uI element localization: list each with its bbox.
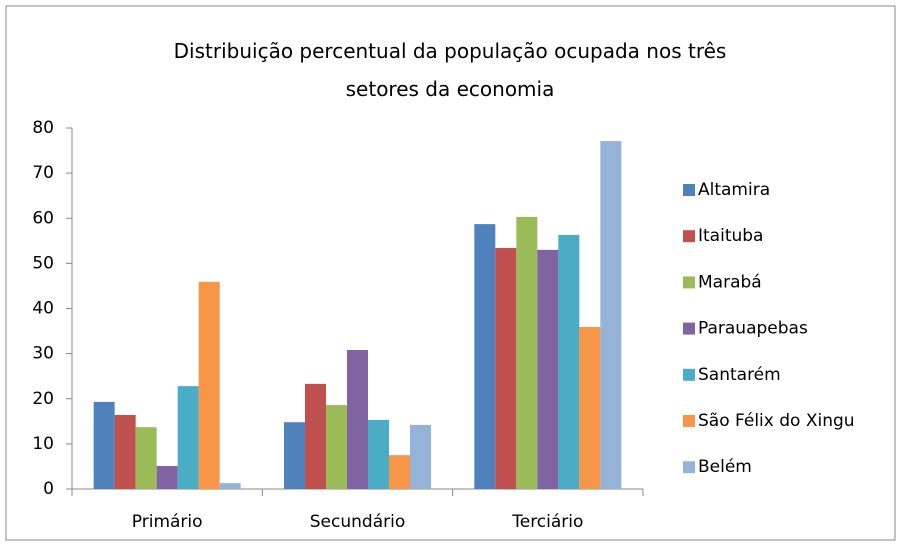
y-tick-label: 50 (32, 253, 54, 273)
y-tick-label: 40 (32, 299, 54, 319)
legend-swatch (683, 461, 695, 474)
bar (347, 350, 368, 489)
bar (177, 386, 199, 489)
y-tick-label: 0 (43, 479, 54, 499)
x-tick-label: Terciário (511, 512, 583, 532)
y-tick-label: 20 (32, 389, 54, 409)
bar (305, 383, 326, 489)
y-tick-label: 60 (32, 208, 54, 228)
legend-swatch (683, 322, 695, 335)
y-tick-label: 10 (32, 434, 54, 454)
bar (600, 141, 622, 489)
legend-swatch (683, 184, 695, 196)
bar (368, 419, 389, 489)
bar (135, 427, 157, 489)
legend-label: Parauapebas (698, 319, 808, 339)
bar (537, 249, 559, 489)
bar (93, 401, 115, 489)
bar (474, 224, 496, 489)
bar (219, 483, 241, 489)
legend-label: Santarém (698, 365, 781, 385)
legend-label: Marabá (698, 272, 762, 292)
bar (326, 405, 347, 489)
chart-title: Distribuição percentual da população ocu… (173, 39, 727, 101)
bar (495, 248, 517, 489)
legend-swatch (683, 276, 695, 289)
bar (516, 216, 538, 490)
legend-label: São Félix do Xingu (698, 411, 855, 431)
y-tick-label: 70 (32, 163, 54, 183)
y-tick-label: 30 (32, 344, 54, 364)
x-tick-label: Primário (132, 512, 203, 532)
legend-label: Belém (698, 457, 752, 477)
bar (410, 424, 431, 489)
legend-swatch (683, 230, 695, 243)
bar (156, 465, 178, 489)
bar (284, 422, 305, 489)
bar (198, 281, 220, 489)
bar (558, 234, 580, 489)
legend-label: Itaituba (698, 226, 763, 246)
y-tick-label: 80 (32, 118, 54, 138)
bar (579, 327, 601, 489)
bar (389, 455, 410, 489)
legend-swatch (683, 368, 695, 381)
legend-label: Altamira (698, 180, 770, 200)
x-tick-label: Secundário (310, 512, 405, 532)
legend-swatch (683, 415, 695, 427)
bar (114, 414, 136, 489)
